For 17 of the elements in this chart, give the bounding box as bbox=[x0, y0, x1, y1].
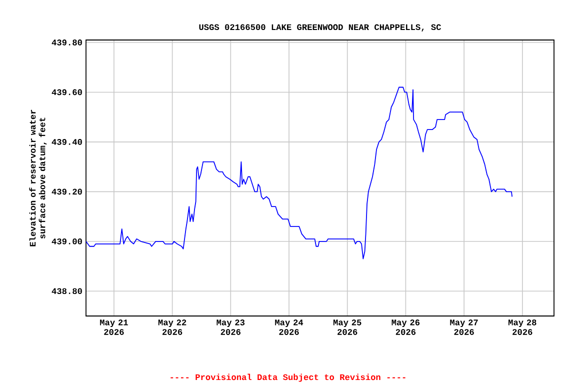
y-axis-title: Elevation of reservoir water surface above datum, feet bbox=[29, 110, 47, 246]
x-tick-label: May 21 2026 bbox=[100, 320, 128, 335]
x-tick-label: May 28 2026 bbox=[508, 320, 536, 335]
y-tick-label: 438.80 bbox=[52, 288, 82, 294]
y-tick-label: 439.40 bbox=[52, 139, 82, 145]
x-tick-label: May 24 2026 bbox=[275, 320, 304, 335]
y-tick-label: 439.60 bbox=[52, 89, 82, 96]
x-tick-label: May 25 2026 bbox=[333, 320, 362, 335]
x-tick-label: May 22 2026 bbox=[158, 320, 186, 335]
text: ---- Provisional Data Subject to Revision ---- bbox=[170, 374, 406, 382]
x-tick-label: May 27 2026 bbox=[450, 320, 478, 335]
x-tick-label: May 23 2026 bbox=[216, 320, 245, 335]
chart-title: USGS 02166500 LAKE GREENWOOD NEAR CHAPPELLS, SC bbox=[199, 24, 441, 32]
x-tick-label: May 26 2026 bbox=[392, 320, 420, 335]
y-tick-label: 439.20 bbox=[52, 188, 82, 195]
y-tick-label: 439.00 bbox=[52, 238, 82, 244]
y-tick-label: 439.80 bbox=[52, 40, 82, 46]
